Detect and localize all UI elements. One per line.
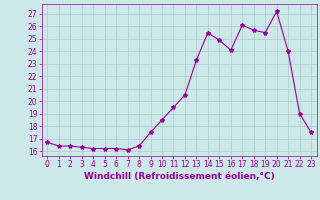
X-axis label: Windchill (Refroidissement éolien,°C): Windchill (Refroidissement éolien,°C) bbox=[84, 172, 275, 181]
